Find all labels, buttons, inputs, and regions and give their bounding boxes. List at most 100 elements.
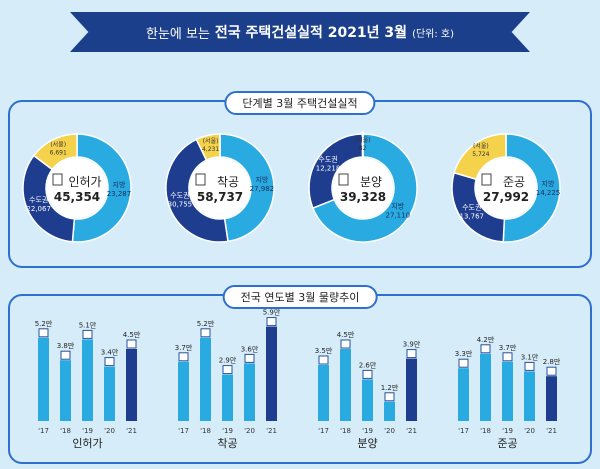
banner-prefix: 한눈에 보는 [145,26,210,42]
bar [178,361,189,421]
donut-slice-seoul [32,133,78,171]
label-seoul-value: 82 [359,145,367,152]
bar-value-label: 3.9만 [403,340,421,349]
donut-center-title: 착공 [217,175,239,189]
bar [104,366,115,421]
bar-value-label: 2.8만 [543,357,561,366]
bar-category-label: '20 [104,427,115,435]
bar [384,401,395,421]
bar [60,360,71,421]
bar-value-label: 5.2만 [35,319,53,328]
bar-value-label: 5.1만 [79,320,97,329]
bar-value-label: 3.1만 [521,352,539,361]
label-capital-value: 13,767 [459,212,484,220]
donut-slice-capital [308,133,364,210]
bar [82,339,93,421]
bar-category-label: '18 [480,427,491,435]
bar [200,337,211,421]
bar-category-label: '18 [340,427,351,435]
donut-hole [190,158,250,218]
bar-top-icon [178,352,189,362]
bar-category-label: '21 [266,427,277,435]
bar-group-title: 착공 [217,437,237,450]
label-seoul-name: (서울) [203,137,219,145]
bar [340,349,351,421]
bar-category-label: '17 [38,427,49,435]
bar-value-label: 5.9만 [263,308,281,317]
bar-value-label: 3.7만 [175,343,193,352]
label-capital-value: 12,218 [316,165,341,173]
donut-center-title: 분양 [360,175,382,189]
label-capital-value: 22,067 [26,205,51,213]
bar [318,365,329,421]
label-capital-name: 수도권 [318,156,337,164]
bar-top-icon [60,350,71,360]
donut-center-title: 인허가 [68,175,101,189]
bar-category-label: '19 [82,427,93,435]
label-capital-value: 30,755 [168,200,193,208]
bar-category-label: '21 [546,427,557,435]
bar-value-label: 4.5만 [337,330,355,339]
bar-category-label: '20 [244,427,255,435]
building-icon [52,173,63,186]
label-seoul-value: 4,231 [202,146,219,153]
donut-slice-capital [165,138,229,243]
donut-center-total: 58,737 [197,190,243,204]
bar-top-icon [318,355,329,365]
bar [38,337,49,421]
bar-value-label: 3.3만 [455,349,473,358]
donut-slice-local [502,133,561,243]
bar-category-label: '17 [178,427,189,435]
bar-category-label: '17 [318,427,329,435]
bar-group-title: 준공 [497,437,517,450]
bar [458,368,469,421]
stage-section: 단계별 3월 주택건설실적 [8,91,592,268]
label-capital-name: 수도권 [170,191,189,199]
banner-unit: (단위: 호) [412,28,455,40]
bar [362,379,373,421]
stage-section-title: 단계별 3월 주택건설실적 [224,91,376,115]
bar-group-title: 인허가 [72,437,102,450]
bar-value-label: 4.2만 [477,335,495,344]
bar [244,363,255,421]
donut-center-title: 준공 [503,175,525,189]
bar [406,358,417,421]
donut-slice-seoul [453,133,507,181]
bar-value-label: 3.5만 [315,346,333,355]
donut-slice-seoul [195,133,221,162]
label-seoul-value: 6,691 [50,149,67,156]
bar-top-icon [222,365,233,375]
bar-category-label: '19 [222,427,233,435]
donut-hole [47,158,107,218]
bar-value-label: 1.2만 [381,383,399,392]
bar-category-label: '18 [200,427,211,435]
trend-section-title: 전국 연도별 3월 물량추이 [222,285,378,309]
label-local-name: 지방 [542,179,555,188]
bar-value-label: 5.2만 [197,319,215,328]
bar-value-label: 2.9만 [219,356,237,365]
bar-top-icon [458,358,469,368]
donut-center-total: 27,992 [483,190,529,204]
header-banner: 한눈에 보는 전국 주택건설실적 2021년 3월 (단위: 호) [70,12,530,52]
bar-top-icon [126,339,137,349]
bar-category-label: '17 [458,427,469,435]
building-icon [195,173,206,186]
donut-hole [333,158,393,218]
donut-center-total: 45,354 [54,190,100,204]
building-icon [338,173,349,186]
bar-value-label: 4.5만 [123,330,141,339]
bar-value-label: 3.4만 [101,348,119,357]
label-seoul-value: 5,724 [472,151,489,158]
label-local-name: 지방 [113,180,126,189]
bar-top-icon [340,339,351,349]
label-local-value: 27,110 [386,212,411,220]
donut-hole [476,158,536,218]
banner-ribbon: 한눈에 보는 전국 주택건설실적 2021년 3월 (단위: 호) [70,12,530,52]
bar-group-title: 분양 [357,437,377,450]
bar [222,374,233,421]
banner-title: 전국 주택건설실적 2021년 3월 [214,25,408,41]
bar-top-icon [406,349,417,359]
donut-slice-local [311,133,418,243]
bar-top-icon [200,328,211,338]
